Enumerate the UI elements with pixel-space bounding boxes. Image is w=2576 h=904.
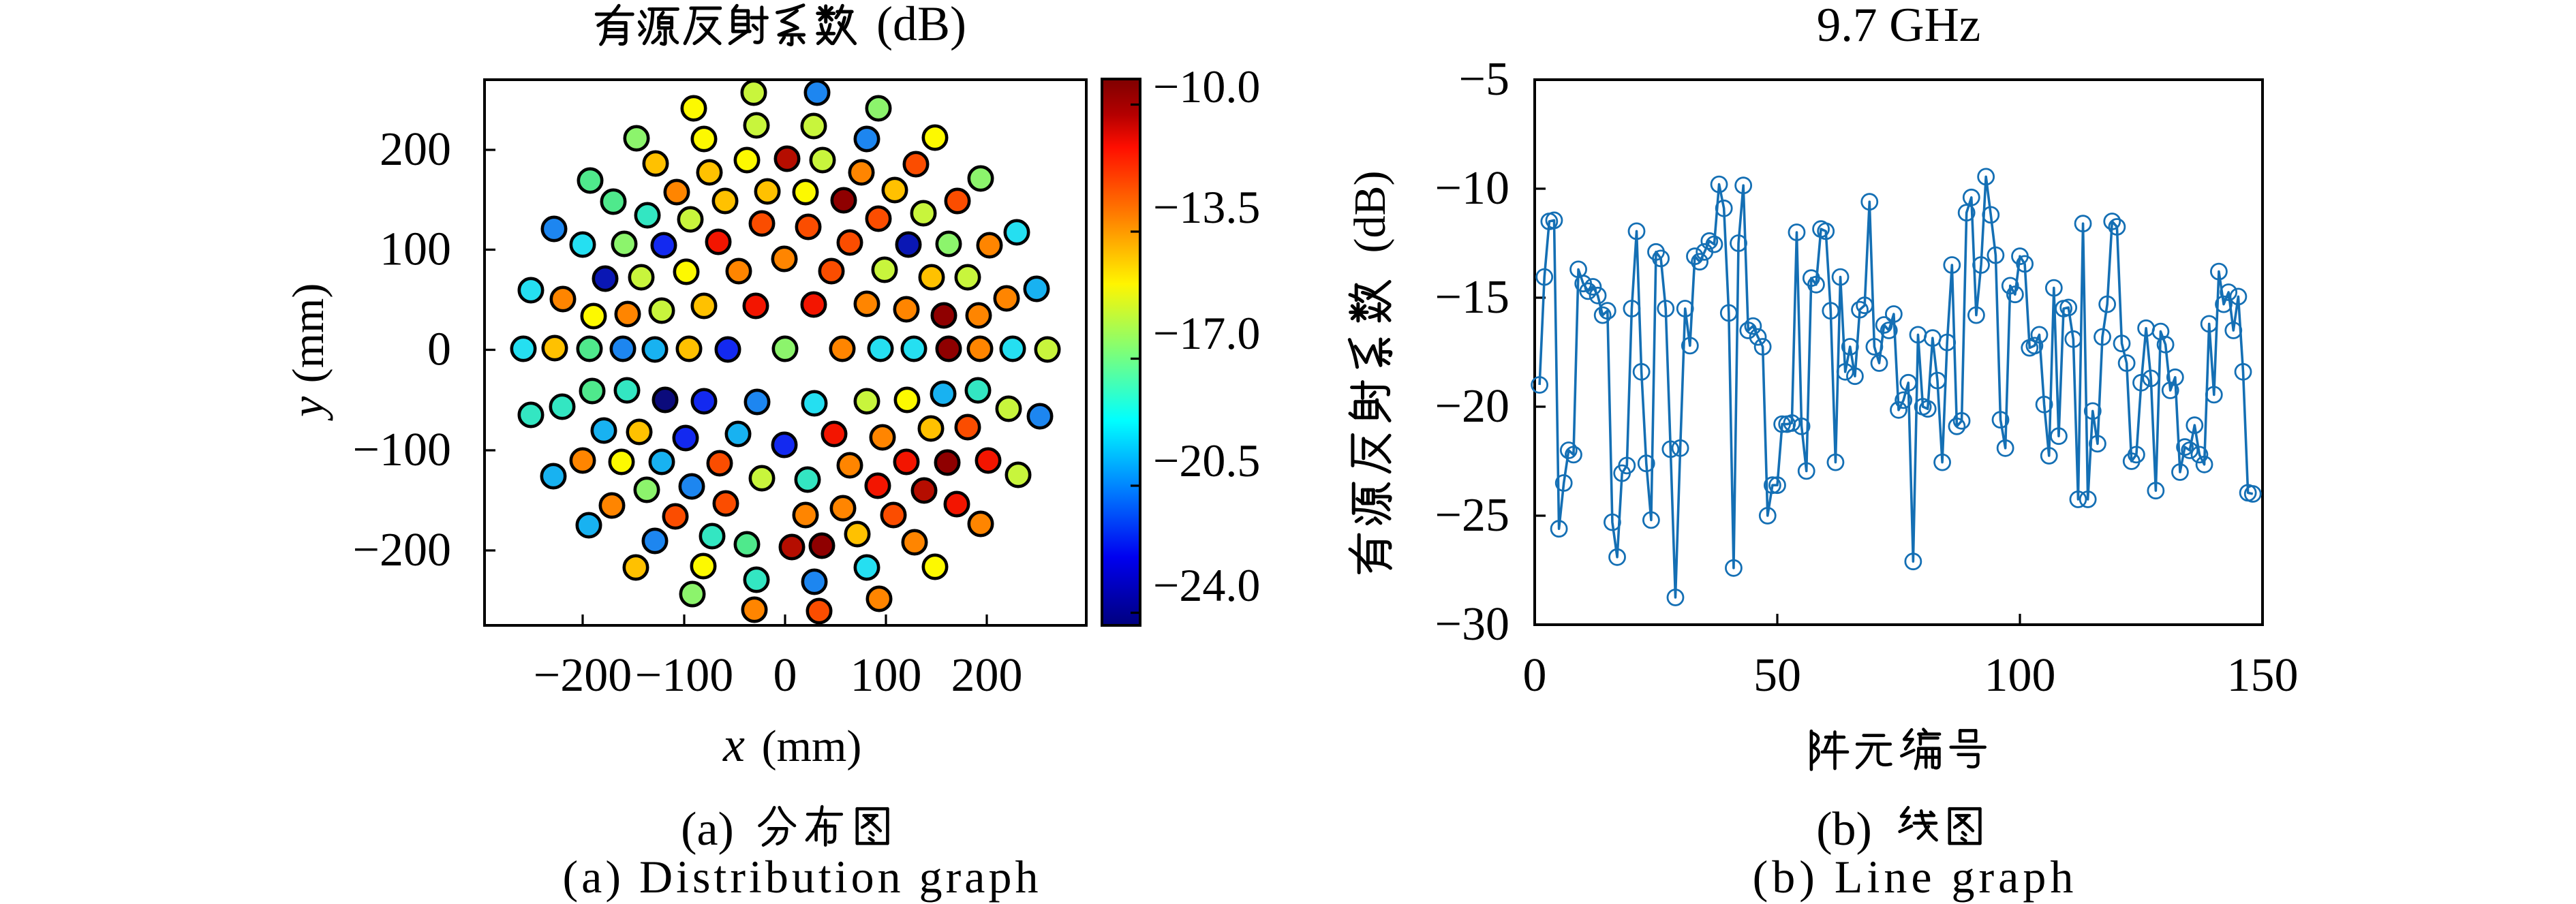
- svg-text:−10: −10: [1435, 162, 1509, 215]
- svg-text:0: 0: [773, 649, 797, 702]
- svg-text:−200: −200: [353, 524, 451, 576]
- svg-text:100: 100: [1984, 649, 2056, 702]
- svg-text:50: 50: [1753, 649, 1801, 702]
- svg-text:100: 100: [380, 223, 451, 276]
- svg-text:−30: −30: [1435, 598, 1509, 651]
- svg-text:9.7 GHz: 9.7 GHz: [1817, 0, 1981, 52]
- svg-text:−100: −100: [635, 649, 733, 702]
- svg-text:−100: −100: [353, 424, 451, 476]
- svg-text:−17.0: −17.0: [1153, 307, 1260, 359]
- svg-text:−25: −25: [1435, 489, 1509, 542]
- svg-text:−20.5: −20.5: [1153, 435, 1260, 486]
- svg-text:(mm): (mm): [283, 283, 333, 384]
- svg-text:(dB): (dB): [1345, 171, 1395, 253]
- svg-text:y: y: [281, 396, 333, 421]
- svg-text:−20: −20: [1435, 380, 1509, 433]
- svg-text:200: 200: [951, 649, 1023, 702]
- svg-text:100: 100: [850, 649, 922, 702]
- svg-text:−200: −200: [534, 649, 632, 702]
- svg-text:150: 150: [2227, 649, 2299, 702]
- svg-text:−5: −5: [1459, 53, 1509, 106]
- svg-text:(b) Line graph: (b) Line graph: [1753, 851, 2078, 903]
- svg-text:0: 0: [1523, 649, 1547, 702]
- svg-text:(dB): (dB): [876, 0, 966, 51]
- svg-text:−10.0: −10.0: [1153, 61, 1260, 112]
- svg-text:(b): (b): [1816, 803, 1872, 856]
- svg-text:−15: −15: [1435, 271, 1509, 324]
- svg-text:−13.5: −13.5: [1153, 181, 1260, 233]
- svg-text:−24.0: −24.0: [1153, 559, 1260, 611]
- svg-text:x: x: [722, 717, 745, 772]
- svg-text:(a): (a): [681, 803, 734, 856]
- svg-text:0: 0: [427, 324, 451, 376]
- svg-text:(mm): (mm): [762, 721, 862, 771]
- svg-text:(a) Distribution graph: (a) Distribution graph: [563, 851, 1042, 903]
- svg-text:200: 200: [380, 123, 451, 176]
